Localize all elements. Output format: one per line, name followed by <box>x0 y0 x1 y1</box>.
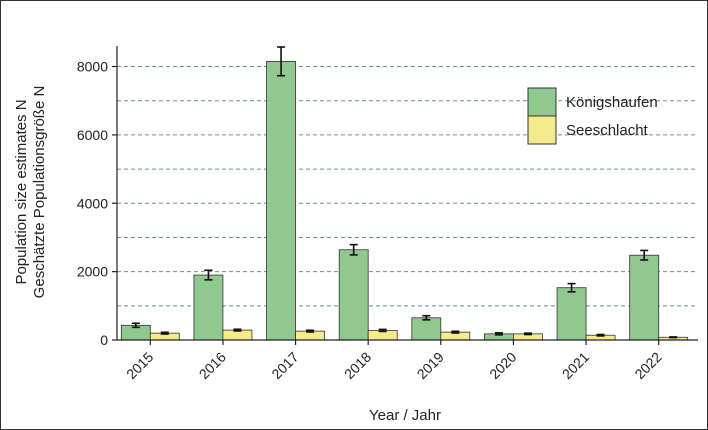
y-tick-labels: 0 2000 4000 6000 8000 <box>77 59 108 348</box>
axes-group <box>112 46 698 345</box>
y-tick-label: 4000 <box>77 195 108 211</box>
x-tick-label: 2018 <box>341 349 374 382</box>
bar-konigshaufen-2018 <box>338 249 369 341</box>
bars-group <box>120 60 689 341</box>
bar-konigshaufen-2019 <box>411 317 442 341</box>
grid-lines <box>117 66 698 307</box>
legend-label-konigshaufen: Königshaufen <box>566 94 658 111</box>
bar-konigshaufen-2016 <box>193 274 224 341</box>
x-tick-labels: 2015 2016 2017 2018 2019 2020 2021 2022 <box>123 349 665 382</box>
error-bars-group <box>131 46 678 339</box>
x-tick-label: 2016 <box>196 349 229 382</box>
y-tick-label: 8000 <box>77 59 108 75</box>
bar-konigshaufen-2022 <box>629 254 660 341</box>
y-axis-title-line1: Population size estimates N <box>13 99 30 284</box>
bar-konigshaufen-2017 <box>266 60 296 341</box>
y-tick-label: 6000 <box>77 127 108 143</box>
x-tick-label: 2020 <box>486 349 519 382</box>
x-axis-title: Year / Jahr <box>369 407 441 424</box>
legend: Königshaufen Seeschlacht <box>527 87 658 145</box>
legend-label-seeschlacht: Seeschlacht <box>566 122 649 139</box>
x-tick-label: 2019 <box>414 349 447 382</box>
y-tick-label: 2000 <box>77 264 108 280</box>
legend-swatch-konigshaufen <box>527 87 557 117</box>
x-tick-label: 2022 <box>631 349 664 382</box>
legend-swatch-seeschlacht <box>527 115 557 145</box>
x-tick-label: 2021 <box>559 349 592 382</box>
x-tick-label: 2017 <box>268 349 301 382</box>
x-tick-label: 2015 <box>123 349 156 382</box>
y-axis-title-line2: Geschätzte Populationsgröße N <box>31 86 48 299</box>
y-tick-label: 0 <box>100 332 108 348</box>
bar-konigshaufen-2021 <box>556 287 587 341</box>
